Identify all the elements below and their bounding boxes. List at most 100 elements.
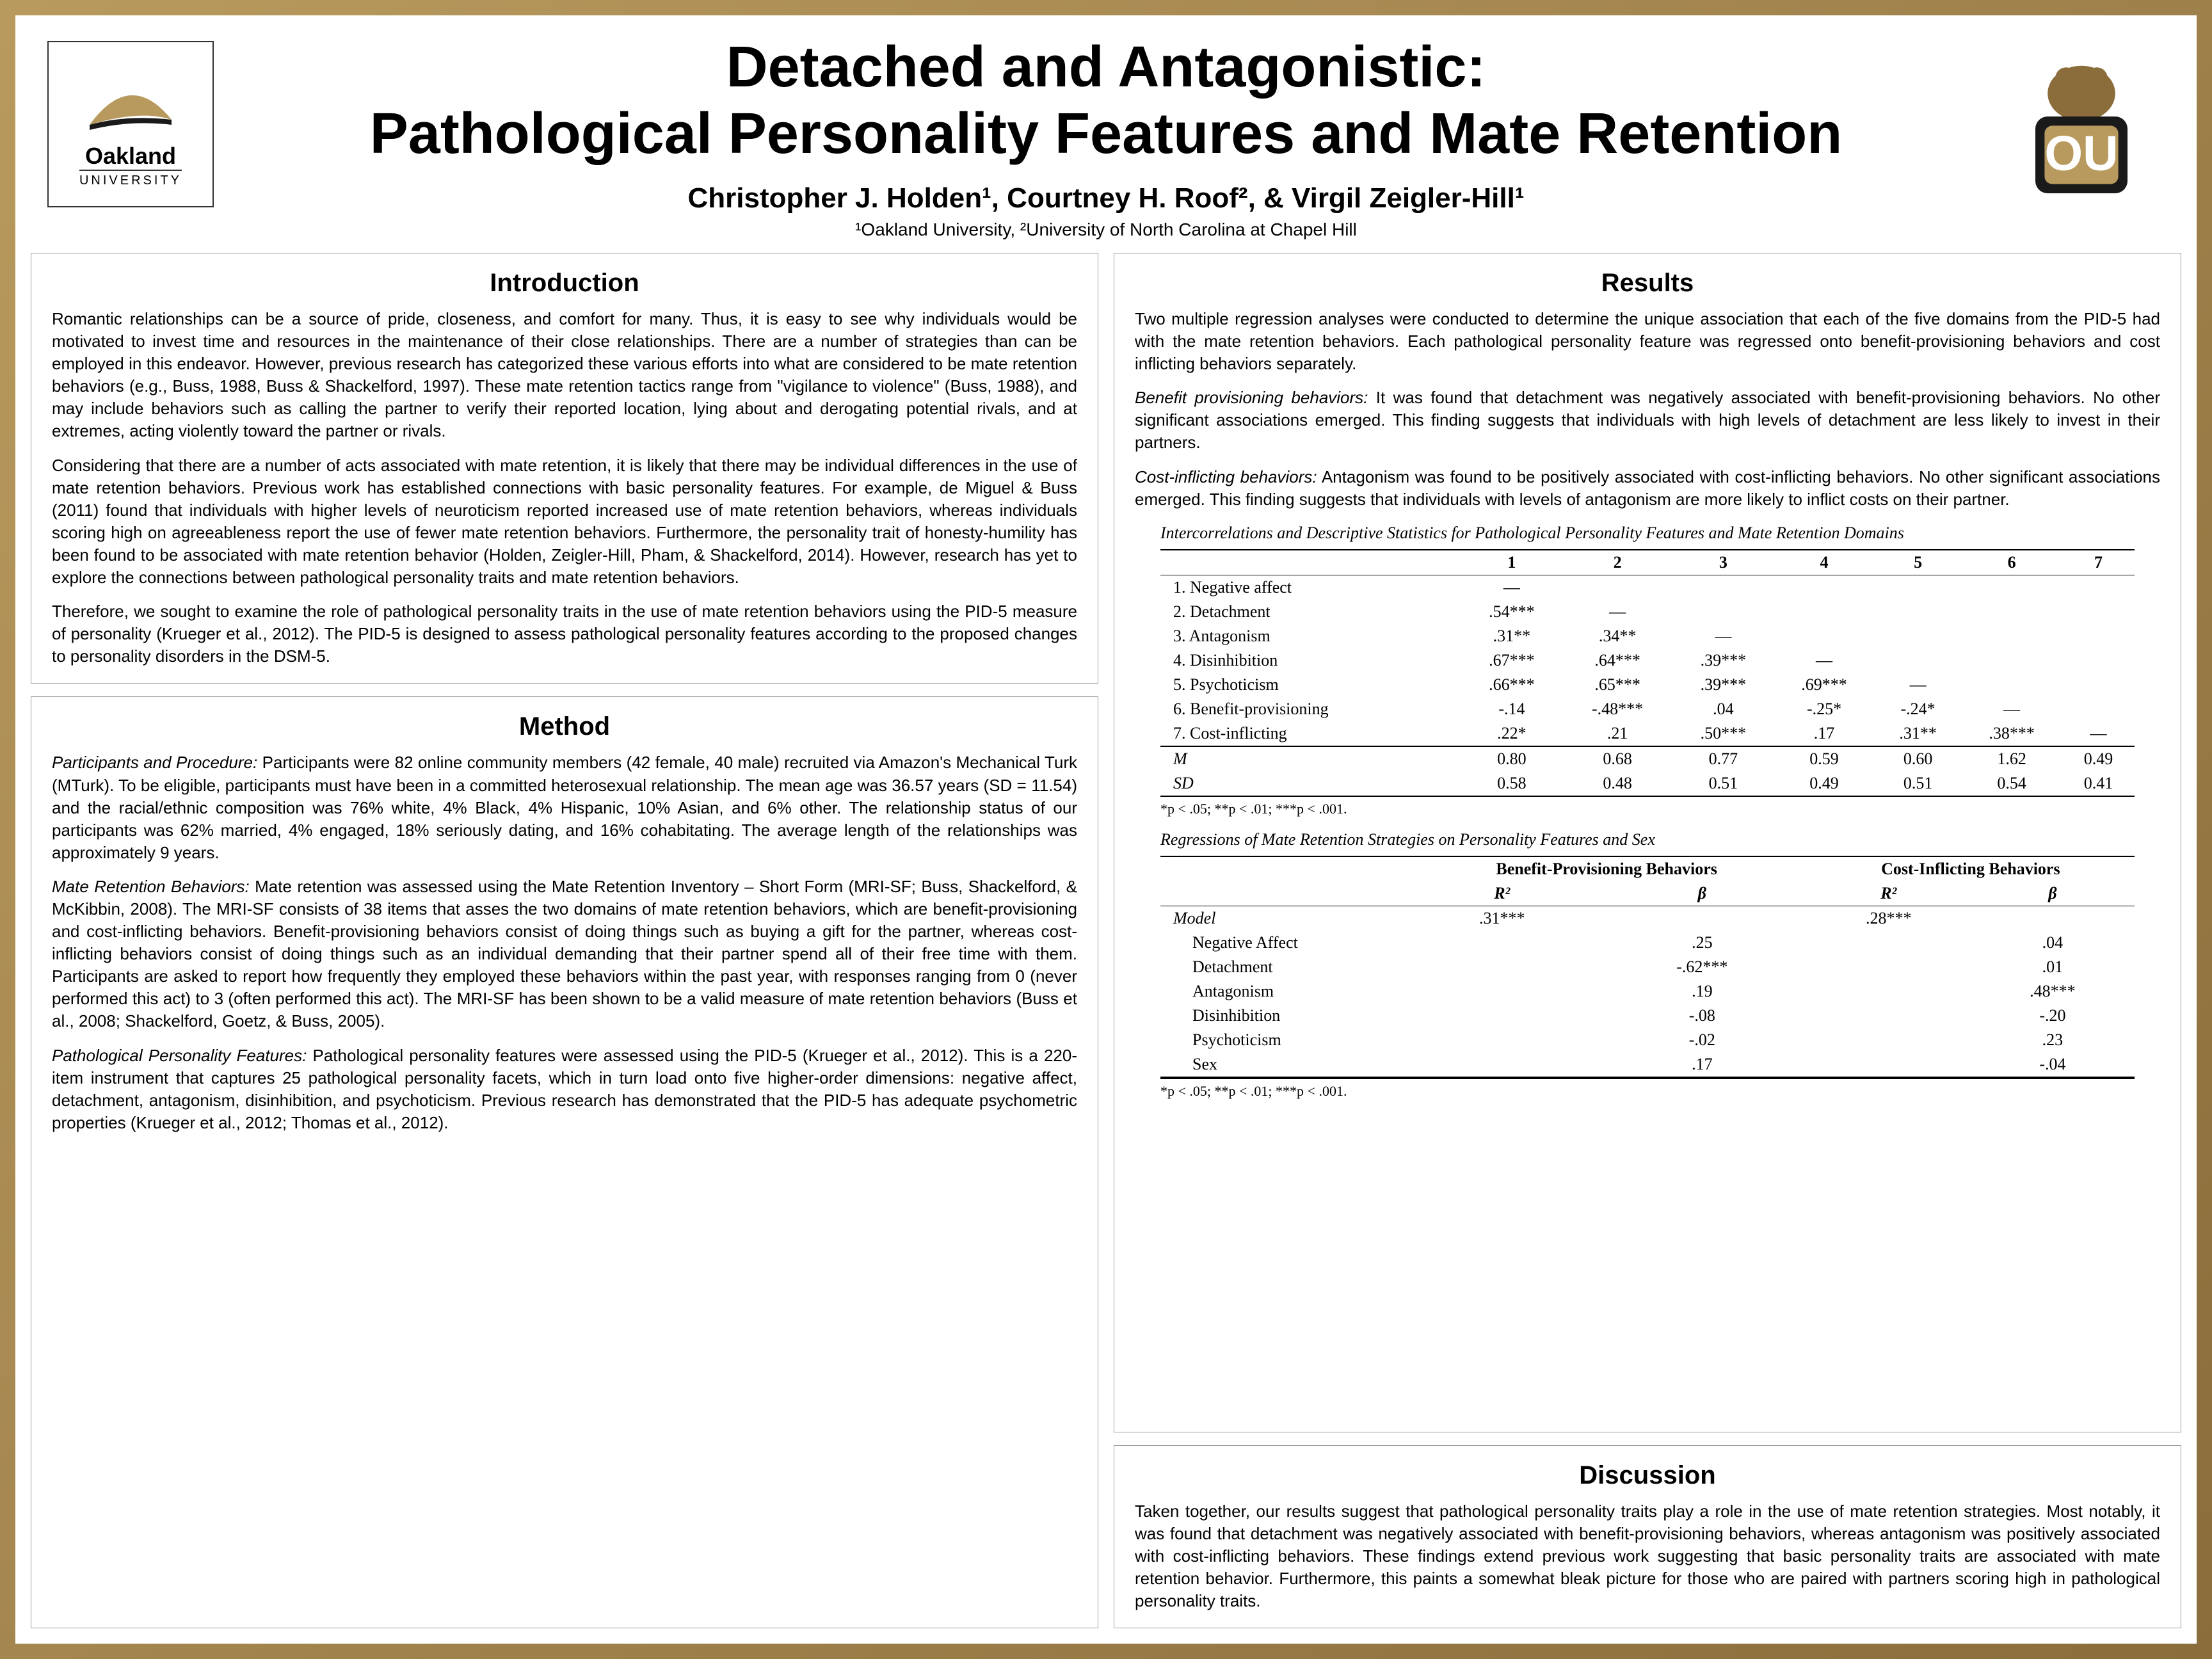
t1-m-cell: 0.60: [1875, 746, 1961, 771]
method-p2-text: Mate retention was assessed using the Ma…: [52, 877, 1077, 1031]
t1-cell: .67***: [1461, 648, 1562, 673]
results-p2: Benefit provisioning behaviors: It was f…: [1135, 387, 2160, 454]
authors: Christopher J. Holden¹, Courtney H. Roof…: [41, 182, 2171, 214]
t1-cell: -.48***: [1562, 697, 1673, 721]
oakland-logo: Oakland UNIVERSITY: [47, 41, 214, 207]
poster: Oakland UNIVERSITY OU Detached and Antag…: [15, 15, 2197, 1644]
t2-cell: -.20: [1971, 1004, 2135, 1028]
introduction-panel: Introduction Romantic relationships can …: [31, 253, 1098, 684]
t1-cell: [1672, 575, 1774, 600]
t1-cell: .39***: [1672, 673, 1774, 697]
t2-cell: [1807, 979, 1971, 1004]
t2-subhead: β: [1598, 881, 1807, 906]
t1-cell: -.24*: [1875, 697, 1961, 721]
t1-m-cell: 0.80: [1461, 746, 1562, 771]
method-p2-label: Mate Retention Behaviors:: [52, 877, 250, 896]
t2-cell: [1407, 1004, 1598, 1028]
t1-cell: .17: [1774, 721, 1875, 746]
affiliations: ¹Oakland University, ²University of Nort…: [41, 220, 2171, 240]
t1-cell: [2062, 624, 2135, 648]
table1-note: *p < .05; **p < .01; ***p < .001.: [1160, 797, 2135, 817]
t1-sd-cell: 0.51: [1875, 771, 1961, 796]
intro-title: Introduction: [52, 269, 1077, 298]
t1-cell: .69***: [1774, 673, 1875, 697]
t2-cell: [1807, 1052, 1971, 1077]
t2-cell: .01: [1971, 955, 2135, 979]
logo-subtext: UNIVERSITY: [79, 170, 182, 188]
content-columns: Introduction Romantic relationships can …: [15, 253, 2197, 1644]
t1-sd-cell: 0.58: [1461, 771, 1562, 796]
t2-cell: .04: [1971, 931, 2135, 955]
t2-model-cell: .31***: [1407, 906, 1598, 931]
t2-cell: [1807, 955, 1971, 979]
t2-gh1: Benefit-Provisioning Behaviors: [1407, 856, 1807, 881]
t1-cell: .65***: [1562, 673, 1673, 697]
results-title: Results: [1135, 269, 2160, 298]
t1-cell: —: [2062, 721, 2135, 746]
t2-cell: [1407, 979, 1598, 1004]
table2-note: *p < .05; **p < .01; ***p < .001.: [1160, 1078, 2135, 1100]
discussion-panel: Discussion Taken together, our results s…: [1114, 1445, 2181, 1628]
t2-cell: [1407, 931, 1598, 955]
sd-label: SD: [1160, 771, 1461, 796]
t1-cell: [2062, 575, 2135, 600]
t1-cell: .31**: [1461, 624, 1562, 648]
t2-subhead: R²: [1807, 881, 1971, 906]
t1-m-cell: 1.62: [1961, 746, 2062, 771]
t1-cell: .66***: [1461, 673, 1562, 697]
t1-cell: .22*: [1461, 721, 1562, 746]
t1-col: 2: [1562, 550, 1673, 575]
grizzly-icon: OU: [2005, 47, 2158, 201]
t1-m-cell: 0.49: [2062, 746, 2135, 771]
t1-cell: [1875, 648, 1961, 673]
sail-icon: [79, 61, 182, 138]
t2-cell: -.02: [1598, 1028, 1807, 1052]
discussion-title: Discussion: [1135, 1461, 2160, 1490]
results-p2-label: Benefit provisioning behaviors:: [1135, 388, 1368, 407]
t1-cell: -.14: [1461, 697, 1562, 721]
t1-cell: .31**: [1875, 721, 1961, 746]
t1-row-label: 7. Cost-inflicting: [1160, 721, 1461, 746]
t1-row-label: 2. Detachment: [1160, 600, 1461, 624]
results-p1: Two multiple regression analyses were co…: [1135, 308, 2160, 375]
t2-cell: .48***: [1971, 979, 2135, 1004]
t1-row-label: 5. Psychoticism: [1160, 673, 1461, 697]
t2-gh2: Cost-Inflicting Behaviors: [1807, 856, 2135, 881]
method-title: Method: [52, 712, 1077, 741]
method-p1: Participants and Procedure: Participants…: [52, 751, 1077, 863]
t1-m-cell: 0.77: [1672, 746, 1774, 771]
table2-wrap: Regressions of Mate Retention Strategies…: [1160, 830, 2135, 1100]
t2-row-label: Psychoticism: [1160, 1028, 1407, 1052]
t1-sd-cell: 0.54: [1961, 771, 2062, 796]
t1-cell: .50***: [1672, 721, 1774, 746]
t1-cell: .34**: [1562, 624, 1673, 648]
t1-sd-cell: 0.48: [1562, 771, 1673, 796]
t2-model-label: Model: [1160, 906, 1407, 931]
svg-text:OU: OU: [2044, 126, 2118, 181]
t1-cell: [1961, 648, 2062, 673]
results-p3: Cost-inflicting behaviors: Antagonism wa…: [1135, 466, 2160, 511]
logo-text: Oakland: [85, 143, 176, 170]
t1-col: 3: [1672, 550, 1774, 575]
results-p3-label: Cost-inflicting behaviors:: [1135, 467, 1317, 486]
t1-cell: —: [1562, 600, 1673, 624]
t1-col: 1: [1461, 550, 1562, 575]
t2-model-cell: [1971, 906, 2135, 931]
t1-row-label: 3. Antagonism: [1160, 624, 1461, 648]
t1-m-cell: 0.59: [1774, 746, 1875, 771]
header: Oakland UNIVERSITY OU Detached and Antag…: [15, 15, 2197, 253]
t1-cell: [2062, 648, 2135, 673]
method-p3-label: Pathological Personality Features:: [52, 1046, 307, 1065]
t2-cell: [1407, 1052, 1598, 1077]
t1-sd-cell: 0.49: [1774, 771, 1875, 796]
t2-cell: [1807, 931, 1971, 955]
t1-cell: [1961, 624, 2062, 648]
table2-caption: Regressions of Mate Retention Strategies…: [1160, 830, 2135, 849]
t1-col: 5: [1875, 550, 1961, 575]
t2-row-label: Negative Affect: [1160, 931, 1407, 955]
t2-row-label: Disinhibition: [1160, 1004, 1407, 1028]
t1-cell: [1961, 673, 2062, 697]
t2-cell: -.04: [1971, 1052, 2135, 1077]
poster-title-line2: Pathological Personality Features and Ma…: [41, 101, 2171, 168]
t1-cell: .39***: [1672, 648, 1774, 673]
